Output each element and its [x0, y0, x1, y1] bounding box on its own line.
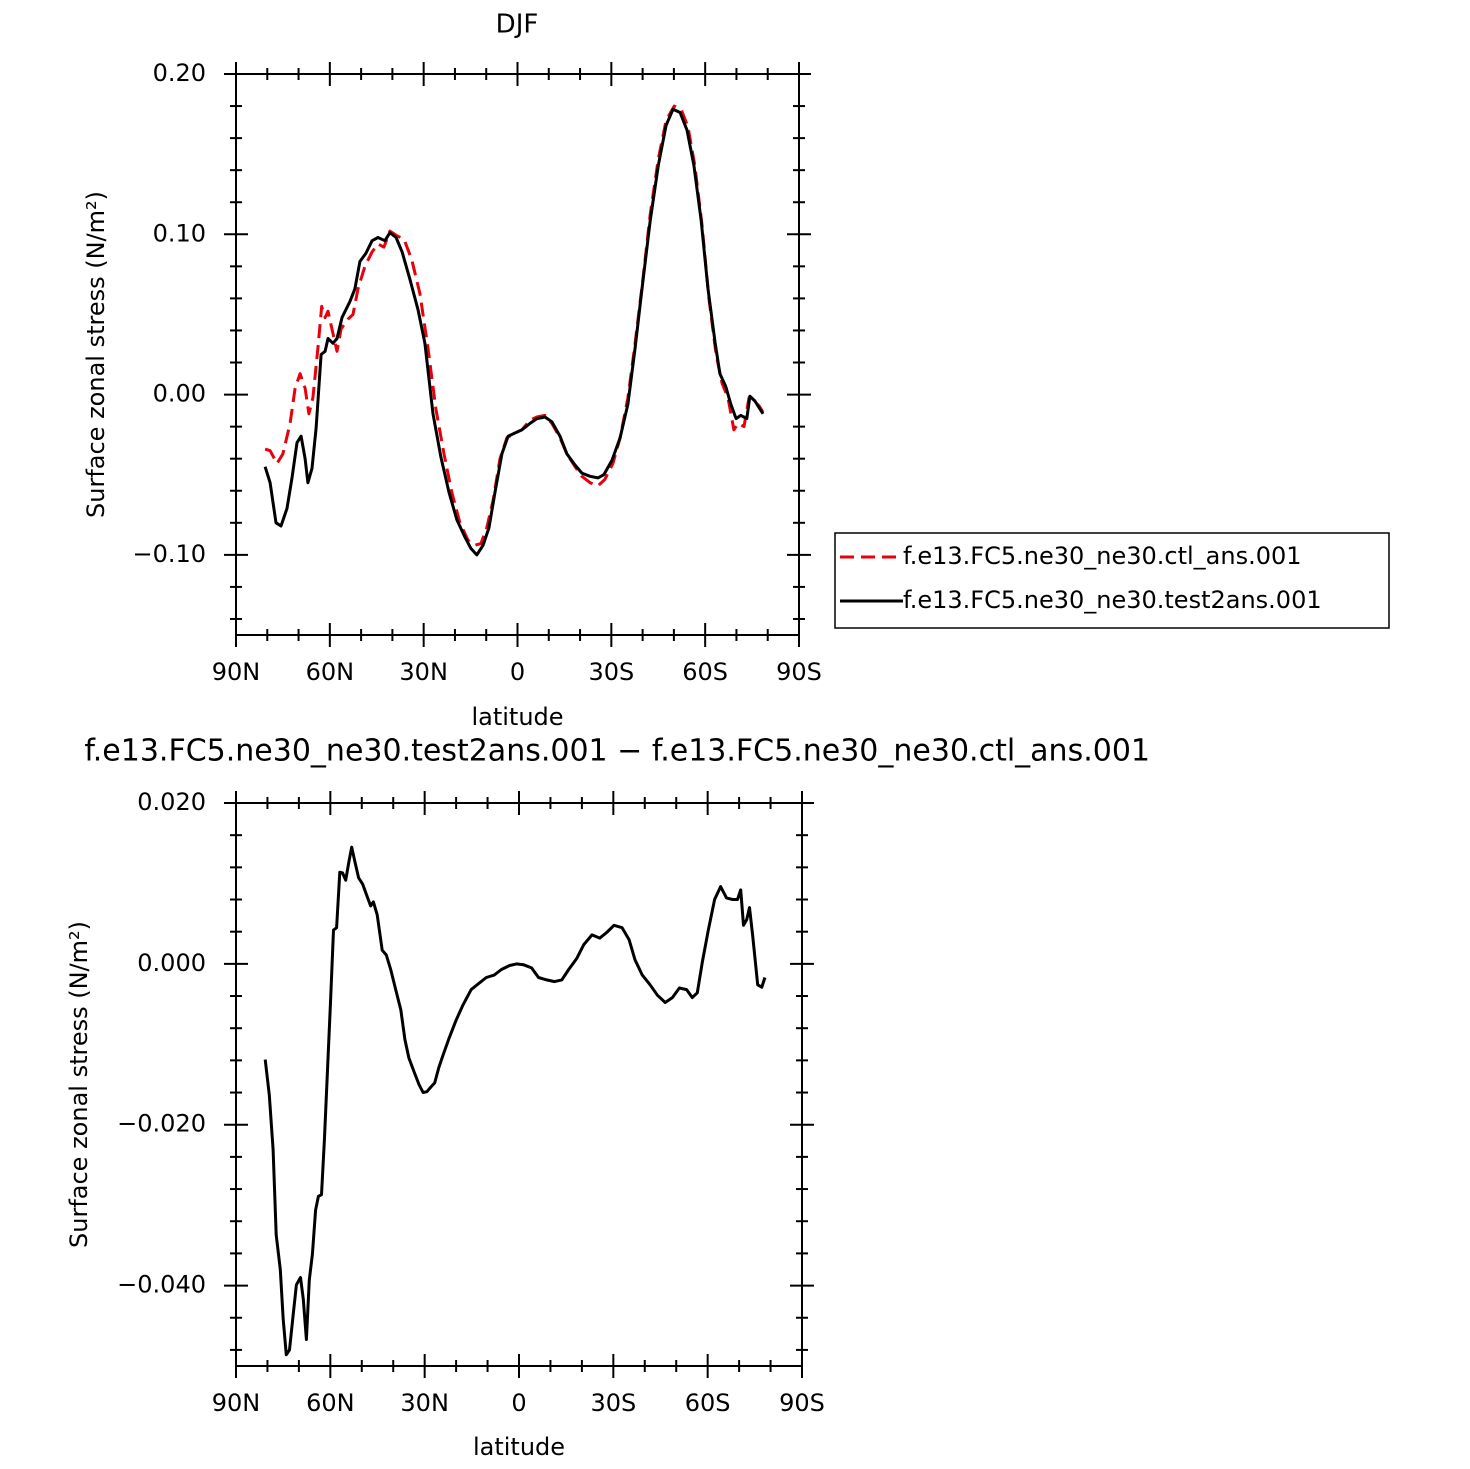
plot-frame [235, 802, 803, 1367]
x-tick-label: 90N [212, 1389, 261, 1417]
series-line [263, 107, 765, 557]
x-tick-label: 0 [510, 658, 525, 686]
x-tick-label: 90S [779, 1389, 825, 1417]
y-tick-label: 0.020 [137, 788, 206, 816]
y-tick-label: 0.10 [153, 219, 206, 247]
y-axis-label: Surface zonal stress (N/m²) [82, 191, 110, 518]
series-line [263, 845, 767, 1357]
y-tick-label: −0.10 [132, 540, 206, 568]
x-tick-label: 60N [306, 658, 355, 686]
x-axis-label: latitude [471, 703, 563, 731]
chart-title: f.e13.FC5.ne30_ne30.test2ans.001 − f.e13… [84, 734, 1150, 769]
chart-title: DJF [496, 10, 539, 40]
y-axis-label: Surface zonal stress (N/m²) [65, 921, 93, 1248]
y-tick-label: −0.020 [117, 1110, 206, 1138]
x-tick-label: 30N [399, 658, 448, 686]
x-axis-label: latitude [473, 1433, 565, 1461]
x-tick-label: 90N [212, 658, 261, 686]
legend-label: f.e13.FC5.ne30_ne30.test2ans.001 [903, 586, 1322, 614]
x-tick-label: 30S [588, 658, 634, 686]
x-tick-label: 60S [682, 658, 728, 686]
legend-box [834, 532, 1390, 629]
y-tick-label: −0.040 [117, 1271, 206, 1299]
legend-label: f.e13.FC5.ne30_ne30.ctl_ans.001 [903, 542, 1302, 570]
y-tick-label: 0.000 [137, 949, 206, 977]
x-tick-label: 0 [511, 1389, 526, 1417]
x-tick-label: 60S [685, 1389, 731, 1417]
x-tick-label: 30N [400, 1389, 449, 1417]
x-tick-label: 30S [590, 1389, 636, 1417]
y-tick-label: 0.00 [153, 380, 206, 408]
y-tick-label: 0.20 [153, 59, 206, 87]
x-tick-label: 90S [776, 658, 822, 686]
x-tick-label: 60N [306, 1389, 355, 1417]
